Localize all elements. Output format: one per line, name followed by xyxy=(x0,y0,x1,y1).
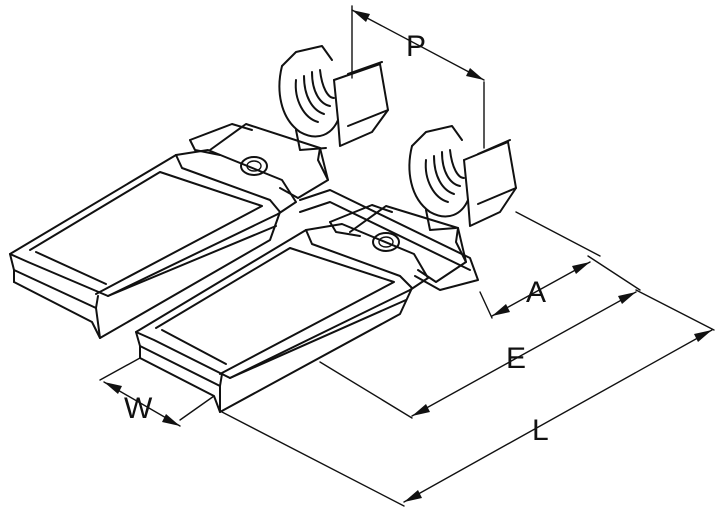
right-clip xyxy=(135,205,467,413)
dimension-w: W xyxy=(99,357,215,427)
dimension-label-p: P xyxy=(406,30,426,63)
dimension-a: A xyxy=(479,211,601,319)
dimension-label-e: E xyxy=(506,342,526,375)
right-mounting-hole xyxy=(372,232,400,252)
dimension-label-l: L xyxy=(532,414,549,447)
left-cup-clip xyxy=(278,45,389,151)
dimension-e: E xyxy=(319,255,641,419)
left-clip xyxy=(9,123,329,339)
dimension-l: L xyxy=(221,289,715,507)
dimension-p: P xyxy=(351,5,485,149)
dimension-label-w: W xyxy=(124,392,153,425)
left-mounting-hole xyxy=(240,156,268,176)
base-strip xyxy=(189,123,479,291)
right-cup-clip xyxy=(408,125,517,231)
dimension-label-a: A xyxy=(526,276,546,309)
